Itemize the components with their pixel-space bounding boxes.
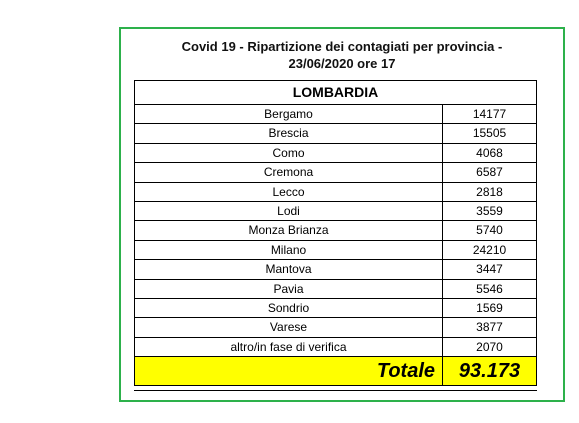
table-row: Lodi 3559: [135, 201, 536, 222]
case-count: 15505: [472, 126, 507, 141]
case-count: 3447: [476, 262, 503, 277]
table-row: Lecco 2818: [135, 182, 536, 202]
province-name: Monza Brianza: [135, 221, 443, 240]
province-name: altro/in fase di verifica: [135, 337, 443, 357]
bottom-divider: [134, 390, 537, 391]
case-count: 4068: [476, 145, 503, 160]
case-count: 1569: [476, 300, 503, 315]
total-label: Totale: [135, 357, 443, 386]
province-name: Mantova: [135, 260, 443, 279]
table-row: Monza Brianza 5740: [135, 221, 536, 241]
province-name: Varese: [135, 318, 443, 337]
province-name: Sondrio: [135, 298, 443, 318]
case-count: 2818: [476, 184, 503, 199]
table-row: Varese 3877: [135, 318, 536, 338]
total-row: Totale 93.173: [135, 357, 536, 386]
case-count: 2070: [476, 339, 503, 354]
table-row: Mantova 3447: [135, 260, 536, 280]
province-name: Bergamo: [135, 105, 443, 124]
case-count: 3559: [476, 203, 503, 218]
case-count: 14177: [472, 107, 507, 121]
table-row: Milano 24210: [135, 240, 536, 261]
table-row: Sondrio 1569: [135, 298, 536, 319]
province-name: Lecco: [135, 182, 443, 201]
case-count: 3877: [476, 320, 503, 335]
total-value: 93.173: [458, 360, 521, 383]
province-name: Lodi: [135, 201, 443, 221]
table-row: Brescia 15505: [135, 124, 536, 144]
table-row: altro/in fase di verifica 2070: [135, 337, 536, 358]
table-row: Bergamo 14177: [135, 105, 536, 125]
province-name: Cremona: [135, 163, 443, 182]
cases-table: LOMBARDIA Bergamo 14177 Brescia 15505 Co…: [134, 80, 537, 387]
title-line-2: 23/06/2020 ore 17: [288, 56, 396, 71]
case-count: 24210: [472, 242, 507, 257]
table-row: Como 4068: [135, 143, 536, 164]
title-line-1: Covid 19 - Ripartizione dei contagiati p…: [181, 39, 503, 54]
case-count: 6587: [476, 165, 503, 180]
case-count: 5740: [476, 223, 503, 238]
table-row: Cremona 6587: [135, 163, 536, 183]
province-name: Brescia: [135, 124, 443, 143]
document-frame: Covid 19 - Ripartizione dei contagiati p…: [119, 27, 565, 402]
province-name: Pavia: [135, 279, 443, 298]
province-name: Milano: [135, 240, 443, 260]
document-title: Covid 19 - Ripartizione dei contagiati p…: [121, 38, 563, 72]
case-count: 5546: [476, 281, 503, 296]
region-header: LOMBARDIA: [135, 81, 536, 105]
table-row: Pavia 5546: [135, 279, 536, 299]
province-name: Como: [135, 143, 443, 163]
